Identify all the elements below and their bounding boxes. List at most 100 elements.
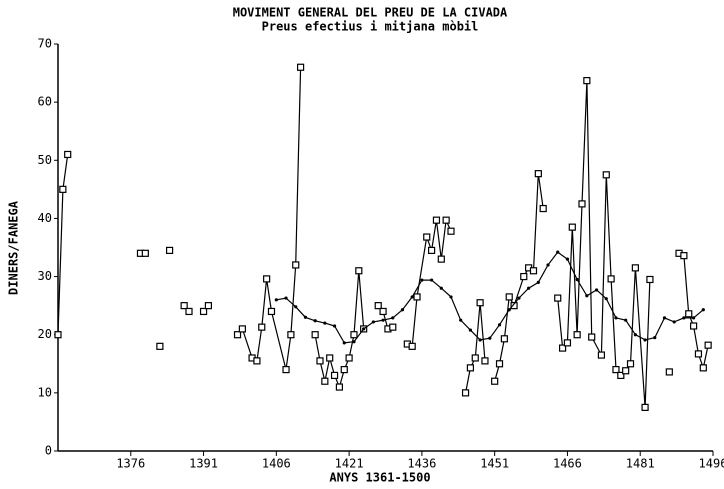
data-point [311,331,319,339]
data-point [294,305,298,309]
data-point [510,302,518,310]
series-line [57,67,709,408]
data-point [478,338,482,342]
data-point [391,316,395,320]
data-point [680,252,688,260]
x-tick-label: 1421 [335,457,364,471]
data-point [505,293,513,301]
data-point [199,307,208,316]
data-point [602,171,610,179]
data-point [699,364,707,372]
data-point [432,216,441,224]
data-point [466,364,475,372]
data-point [340,366,348,374]
data-point [253,357,261,365]
data-point [565,257,570,261]
data-point [54,331,62,339]
data-point [573,331,581,339]
data-point [410,295,414,299]
data-point [296,63,305,71]
data-point [689,322,698,330]
data-point [539,204,547,213]
y-tick-label: 10 [38,385,52,399]
data-point [238,325,246,333]
x-tick-label: 1481 [626,457,655,471]
data-point [413,293,421,301]
data-point [332,324,337,328]
data-point [568,223,576,231]
chart-title: MOVIMENT GENERAL DEL PREU DE LA CIVADA [233,6,508,20]
data-point [607,275,615,283]
data-point [352,340,356,344]
data-point [575,277,579,282]
data-point [326,354,334,362]
data-point [442,216,450,224]
data-point [704,341,712,349]
y-tick-label: 60 [38,95,52,109]
y-tick-label: 30 [38,269,52,283]
data-point [546,263,550,267]
data-point [497,323,502,327]
data-point [59,185,67,193]
data-point [612,366,620,374]
data-point [701,308,705,312]
x-tick-label: 1376 [116,457,145,471]
data-point [423,233,431,241]
data-point [641,403,649,411]
x-axis-label: ANYS 1361-1500 [329,471,430,485]
data-point [622,367,630,375]
data-point [665,368,673,376]
data-point [427,246,436,255]
data-point [429,278,434,282]
data-point [578,200,586,208]
data-point [507,308,511,312]
data-point [633,333,637,337]
data-point [439,286,443,290]
y-tick-label: 50 [38,153,52,167]
data-point [488,336,492,340]
data-point [267,307,276,316]
data-point [653,336,657,340]
data-point [447,227,455,235]
x-tick-label: 1496 [699,457,724,471]
data-point [554,294,562,302]
data-point [389,323,397,331]
data-point [471,354,479,362]
data-point [330,371,339,380]
data-point [481,357,489,365]
data-point [617,371,625,380]
data-point [282,366,290,374]
data-point [449,295,453,299]
data-point [662,316,667,320]
y-tick-label: 20 [38,327,52,341]
data-point [585,294,589,298]
x-tick-label: 1451 [480,457,509,471]
data-point [323,321,327,325]
chart-subtitle: Preus efectius i mitjana mòbil [262,20,479,34]
data-point [362,327,366,331]
data-point [274,298,278,302]
data-point [583,77,591,85]
y-tick-label: 40 [38,211,52,225]
data-point [685,310,693,318]
data-point [400,308,405,312]
data-point [204,302,213,310]
data-point [672,320,676,324]
data-point [529,267,538,275]
data-point [459,318,463,322]
data-point [64,150,72,159]
data-point [476,299,484,307]
data-point [682,316,686,320]
data-point [165,246,174,255]
data-point [371,320,375,324]
data-point [303,315,308,319]
data-point [691,316,696,320]
data-point [646,275,654,284]
data-point [420,278,424,282]
data-point [355,267,363,275]
data-point [534,170,542,178]
data-point [381,318,385,322]
data-point [408,342,416,350]
data-point [374,302,382,310]
